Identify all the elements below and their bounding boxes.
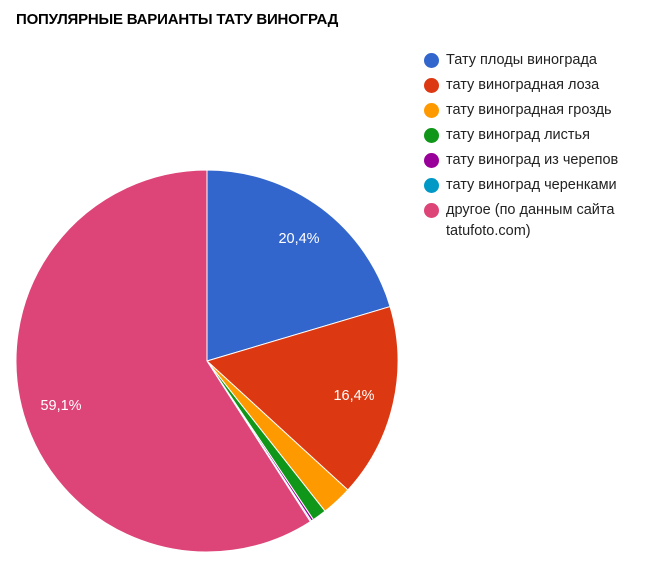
legend-item-grape-fruits[interactable]: Тату плоды винограда [424, 50, 656, 71]
legend-dot-icon [424, 128, 439, 143]
chart-title: ПОПУЛЯРНЫЕ ВАРИАНТЫ ТАТУ ВИНОГРАД [16, 11, 339, 28]
pie-slices [15, 169, 399, 553]
legend-item-grape-leaves[interactable]: тату виноград листья [424, 125, 656, 146]
legend-item-grape-cuttings[interactable]: тату виноград черенками [424, 175, 656, 196]
legend-dot-icon [424, 103, 439, 118]
pie-slice[interactable] [206, 169, 391, 362]
pie-slice[interactable] [206, 305, 399, 491]
legend-item-grape-bunch[interactable]: тату виноградная гроздь [424, 100, 656, 121]
legend-label: тату виноград из черепов [446, 152, 619, 168]
legend-label: тату виноградная гроздь [446, 102, 612, 118]
legend-label: тату виноград черенками [446, 177, 617, 193]
legend-item-grape-vine[interactable]: тату виноградная лоза [424, 75, 656, 96]
slice-label-grape-fruits: 20,4% [278, 231, 319, 247]
slice-label-other: 59,1% [40, 398, 81, 414]
legend-dot-icon [424, 153, 439, 168]
legend-dot-icon [424, 178, 439, 193]
legend-label: тату виноград листья [446, 127, 590, 143]
legend-label: Тату плоды винограда [446, 52, 597, 68]
legend-label: тату виноградная лоза [446, 77, 600, 93]
chart-legend: Тату плоды винограда тату виноградная ло… [424, 50, 656, 246]
legend-dot-icon [424, 53, 439, 68]
slice-label-grape-vine: 16,4% [333, 388, 374, 404]
legend-item-other[interactable]: другое (по данным сайта tatufoto.com) [424, 200, 656, 242]
legend-label: другое (по данным сайта tatufoto.com) [446, 202, 615, 239]
legend-dot-icon [424, 78, 439, 93]
legend-item-grape-skulls[interactable]: тату виноград из черепов [424, 150, 656, 171]
legend-dot-icon [424, 203, 439, 218]
pie-slice[interactable] [15, 169, 312, 553]
